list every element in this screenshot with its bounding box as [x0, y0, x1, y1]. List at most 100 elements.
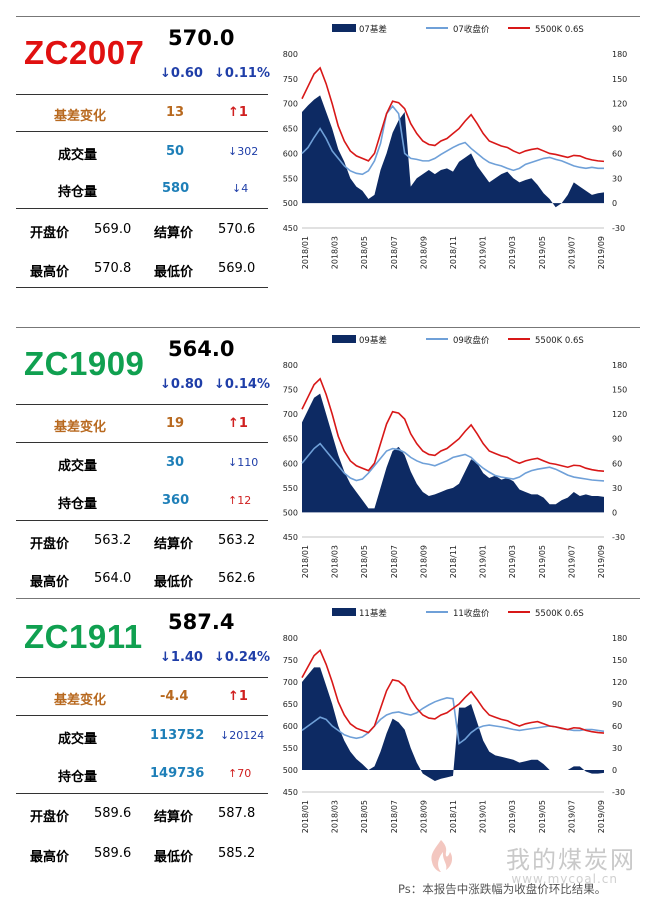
volume-value: 50: [166, 144, 185, 159]
high-label: 最高价: [30, 575, 70, 590]
settle-value: 570.6: [218, 222, 256, 237]
x-tick-label: 2019/07: [567, 800, 576, 833]
basis-change-label: 基差变化: [54, 693, 107, 708]
top-border: [16, 327, 640, 328]
series-close-line: [301, 104, 604, 176]
divider: [16, 793, 268, 794]
low-label: 最低价: [154, 575, 194, 590]
y-right-tick-label: 30: [612, 174, 622, 183]
y-left-tick-label: 750: [283, 656, 298, 665]
series-basis-area: [302, 667, 604, 781]
open-value: 569.0: [94, 222, 132, 237]
open-interest-label: 持仓量: [58, 770, 98, 785]
x-tick-label: 2018/07: [390, 236, 399, 269]
low-value: 569.0: [218, 261, 256, 276]
open-value: 563.2: [94, 533, 132, 548]
y-left-tick-label: 650: [283, 700, 298, 709]
x-tick-label: 2019/07: [567, 236, 576, 269]
series-spot-line: [301, 66, 605, 163]
price-change: ↓0.80: [160, 377, 203, 392]
settle-value: 563.2: [218, 533, 256, 548]
legend-swatch-basis: [332, 24, 356, 32]
divider: [16, 94, 268, 95]
volume-label: 成交量: [58, 459, 98, 474]
x-tick-label: 2018/07: [390, 800, 399, 833]
y-right-tick-label: 120: [612, 410, 627, 419]
open-interest-value: 149736: [150, 766, 205, 781]
series-basis-area: [302, 95, 604, 208]
x-tick-label: 2018/05: [360, 800, 369, 833]
x-tick-label: 2019/03: [508, 545, 517, 578]
basis-change-label: 基差变化: [54, 420, 107, 435]
y-right-tick-label: 0: [612, 766, 617, 775]
y-left-tick-label: 550: [283, 744, 298, 753]
y-left-tick-label: 600: [283, 149, 298, 158]
x-tick-label: 2018/01: [301, 236, 310, 269]
basis-chart: 07基差 07收盘价 5500K 0.6S450500550600650700750…: [283, 24, 627, 269]
legend-swatch-basis: [332, 608, 356, 616]
high-label: 最高价: [30, 265, 70, 280]
y-left-tick-label: 750: [283, 75, 298, 84]
y-right-tick-label: 90: [612, 435, 622, 444]
settle-label: 结算价: [154, 226, 194, 241]
price-change: ↓0.60: [160, 66, 203, 81]
y-left-tick-label: 450: [283, 788, 298, 797]
x-tick-label: 2019/03: [508, 236, 517, 269]
watermark-text: 我的煤炭网: [506, 846, 636, 874]
low-label: 最低价: [154, 265, 194, 280]
y-left-tick-label: 650: [283, 125, 298, 134]
volume-change: ↓110: [228, 456, 259, 469]
series-close-line: [301, 442, 605, 482]
y-right-tick-label: 180: [612, 50, 627, 59]
y-left-tick-label: 700: [283, 410, 298, 419]
y-right-tick-label: -30: [612, 224, 625, 233]
x-tick-label: 2018/03: [331, 800, 340, 833]
settle-value: 587.8: [218, 806, 256, 821]
y-left-tick-label: 800: [283, 361, 298, 370]
footnote: Ps：本报告中涨跌幅为收盘价环比结果。: [398, 882, 607, 896]
last-price: 564.0: [168, 337, 235, 361]
y-right-tick-label: 60: [612, 722, 622, 731]
divider: [16, 715, 268, 716]
x-tick-label: 2019/01: [479, 236, 488, 269]
open-interest-change: ↑12: [228, 494, 252, 507]
x-tick-label: 2018/05: [360, 236, 369, 269]
divider: [16, 520, 268, 521]
price-change: ↓1.40: [160, 650, 203, 665]
low-label: 最低价: [154, 850, 194, 865]
y-right-tick-label: 180: [612, 634, 627, 643]
y-right-tick-label: 150: [612, 656, 627, 665]
basis-change-value: -4.4: [160, 689, 189, 704]
settle-label: 结算价: [154, 537, 194, 552]
basis-change-arrow: ↑1: [228, 416, 248, 431]
y-left-tick-label: 450: [283, 533, 298, 542]
contract-code: ZC1911: [24, 618, 143, 655]
x-tick-label: 2019/01: [479, 545, 488, 578]
high-value: 570.8: [94, 261, 132, 276]
chart-legend: 09基差 09收盘价 5500K 0.6S: [332, 335, 584, 346]
y-left-tick-label: 600: [283, 459, 298, 468]
y-right-tick-label: 90: [612, 125, 622, 134]
y-left-tick-label: 650: [283, 435, 298, 444]
y-left-tick-label: 500: [283, 766, 298, 775]
y-left-tick-label: 700: [283, 678, 298, 687]
legend-entry: 11收盘价: [453, 608, 490, 619]
legend-entry: 5500K 0.6S: [535, 25, 584, 35]
y-left-tick-label: 450: [283, 224, 298, 233]
watermark-url: www.mycoal.cn: [511, 872, 618, 886]
y-right-tick-label: 60: [612, 149, 622, 158]
legend-entry: 5500K 0.6S: [535, 609, 584, 619]
volume-value: 30: [166, 455, 185, 470]
basis-chart: 11基差 11收盘价 5500K 0.6S450500550600650700750…: [283, 608, 627, 833]
basis-chart: 09基差 09收盘价 5500K 0.6S450500550600650700750…: [283, 335, 627, 578]
top-border: [16, 598, 640, 599]
chart-legend: 07基差 07收盘价 5500K 0.6S: [332, 24, 584, 35]
open-label: 开盘价: [30, 537, 70, 552]
high-value: 589.6: [94, 846, 132, 861]
x-tick-label: 2019/05: [538, 800, 547, 833]
last-price: 587.4: [168, 610, 235, 634]
open-interest-change: ↓4: [232, 182, 249, 195]
x-tick-label: 2019/07: [567, 545, 576, 578]
contract-code: ZC2007: [24, 34, 145, 71]
x-tick-label: 2019/09: [597, 236, 606, 269]
